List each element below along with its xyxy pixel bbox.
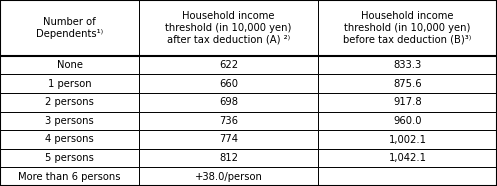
- Bar: [139, 93, 318, 112]
- Text: 1 person: 1 person: [48, 79, 91, 89]
- Text: Household income
threshold (in 10,000 yen)
after tax deduction (A) ²⁾: Household income threshold (in 10,000 ye…: [166, 11, 292, 44]
- Text: 812: 812: [219, 153, 238, 163]
- Bar: [0, 74, 139, 93]
- Text: 4 persons: 4 persons: [45, 134, 94, 145]
- Bar: [318, 93, 497, 112]
- Bar: [139, 74, 318, 93]
- Text: 698: 698: [219, 97, 238, 107]
- Bar: [0, 0, 139, 56]
- Text: +38.0/person: +38.0/person: [195, 172, 262, 182]
- Text: 774: 774: [219, 134, 238, 145]
- Text: More than 6 persons: More than 6 persons: [18, 172, 121, 182]
- Text: 3 persons: 3 persons: [45, 116, 94, 126]
- Text: None: None: [57, 60, 83, 70]
- Text: 875.6: 875.6: [393, 79, 422, 89]
- Bar: [139, 130, 318, 149]
- Text: 833.3: 833.3: [394, 60, 421, 70]
- Bar: [318, 112, 497, 130]
- Bar: [0, 149, 139, 167]
- Text: 736: 736: [219, 116, 238, 126]
- Bar: [139, 149, 318, 167]
- Bar: [0, 130, 139, 149]
- Bar: [139, 0, 318, 56]
- Bar: [318, 167, 497, 186]
- Text: 960.0: 960.0: [393, 116, 422, 126]
- Bar: [139, 167, 318, 186]
- Bar: [139, 112, 318, 130]
- Text: 660: 660: [219, 79, 238, 89]
- Bar: [0, 93, 139, 112]
- Bar: [318, 0, 497, 56]
- Text: 622: 622: [219, 60, 238, 70]
- Bar: [0, 167, 139, 186]
- Text: 1,042.1: 1,042.1: [389, 153, 426, 163]
- Bar: [318, 130, 497, 149]
- Bar: [139, 56, 318, 74]
- Bar: [318, 149, 497, 167]
- Bar: [318, 74, 497, 93]
- Bar: [0, 56, 139, 74]
- Text: Household income
threshold (in 10,000 yen)
before tax deduction (B)³⁾: Household income threshold (in 10,000 ye…: [343, 11, 472, 44]
- Text: 1,002.1: 1,002.1: [389, 134, 426, 145]
- Text: 917.8: 917.8: [393, 97, 422, 107]
- Text: 2 persons: 2 persons: [45, 97, 94, 107]
- Text: Number of
Dependents¹⁾: Number of Dependents¹⁾: [36, 17, 103, 39]
- Text: 5 persons: 5 persons: [45, 153, 94, 163]
- Bar: [0, 112, 139, 130]
- Bar: [318, 56, 497, 74]
